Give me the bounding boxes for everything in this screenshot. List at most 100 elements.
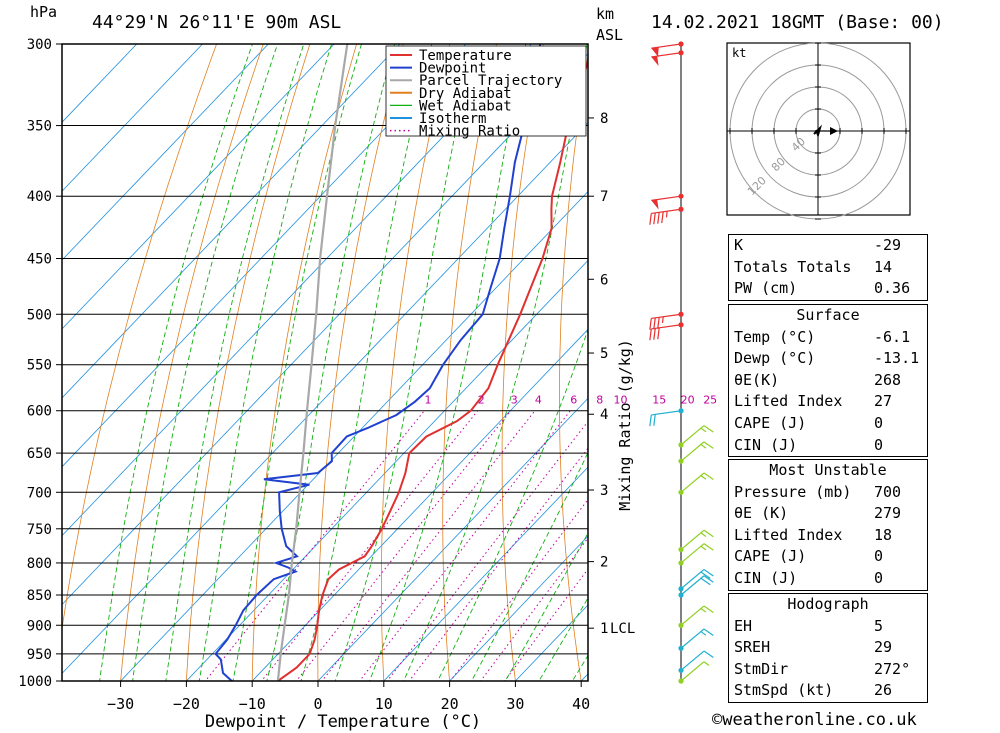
mu-key: Lifted Index bbox=[734, 525, 843, 544]
hodo-row: StmDir 272° bbox=[729, 659, 927, 681]
pressure-tick-label: 850 bbox=[27, 588, 52, 604]
dry-adiabat-line bbox=[501, 44, 544, 681]
surface-value: -13.1 bbox=[874, 349, 920, 368]
wet-adiabat-line bbox=[99, 44, 253, 681]
surface-value: 268 bbox=[874, 370, 902, 389]
wind-barb bbox=[678, 568, 714, 592]
pressure-tick-label: 600 bbox=[27, 404, 52, 420]
wind-barb-feather bbox=[661, 211, 664, 224]
lcl-label: LCL bbox=[610, 621, 635, 637]
hodo-key: SREH bbox=[734, 638, 771, 657]
isotherm-line bbox=[62, 122, 588, 675]
isotherm-line bbox=[449, 535, 588, 681]
hodo-value: 26 bbox=[874, 681, 893, 700]
wet-adiabat-line bbox=[232, 44, 362, 681]
mixing-ratio-axis-label: Mixing Ratio (g/kg) bbox=[616, 339, 634, 511]
index-row: K -29 bbox=[729, 235, 927, 257]
surface-key: CAPE (J) bbox=[734, 413, 807, 432]
mixing-ratio-label: 15 bbox=[652, 393, 666, 406]
mixing-ratio-line bbox=[260, 410, 479, 681]
height-tick-label: 4 bbox=[600, 407, 608, 423]
index-key: K bbox=[734, 236, 744, 254]
wet-adiabat-line bbox=[538, 597, 588, 681]
wind-barb bbox=[678, 661, 710, 684]
wind-barb-feather bbox=[653, 317, 656, 330]
hodograph-unit-label: kt bbox=[732, 46, 746, 60]
wind-barb-half-feather bbox=[703, 661, 710, 666]
mixing-ratio-label: 20 bbox=[681, 393, 695, 406]
height-tick-label: 5 bbox=[600, 346, 608, 362]
surface-key: CIN (J) bbox=[734, 435, 798, 454]
wind-barb-dot bbox=[678, 193, 684, 199]
temperature-tick-label: 10 bbox=[375, 695, 393, 713]
wind-barb-feather bbox=[649, 414, 652, 427]
mu-key: θE (K) bbox=[734, 504, 789, 523]
hodo-value: 29 bbox=[874, 638, 893, 657]
legend-label: Parcel Trajectory bbox=[419, 73, 562, 89]
credit-link[interactable]: ©weatheronline.co.uk bbox=[712, 710, 917, 730]
temperature-tick-label: −10 bbox=[239, 695, 266, 713]
surface-value: -6.1 bbox=[874, 327, 911, 346]
index-key: PW (cm) bbox=[734, 279, 798, 298]
wind-barb-feather bbox=[703, 425, 714, 433]
dry-adiabat-line bbox=[62, 44, 218, 632]
mixing-ratio-line bbox=[358, 410, 571, 681]
dry-adiabat-line bbox=[962, 8, 1000, 707]
wind-barb-shaft bbox=[651, 208, 682, 215]
hodo-key: StmDir bbox=[734, 659, 789, 678]
wind-barb-half-feather bbox=[700, 532, 707, 537]
legend-box bbox=[385, 45, 587, 137]
wind-barb-feather bbox=[703, 543, 714, 551]
pressure-tick-label: 550 bbox=[27, 358, 52, 374]
wind-barb-feather bbox=[703, 628, 714, 636]
wind-barb-shaft bbox=[680, 441, 705, 462]
legend-label: Dewpoint bbox=[419, 61, 486, 77]
height-tick-label: 2 bbox=[600, 555, 608, 571]
hodo-key: EH bbox=[734, 616, 753, 635]
wind-barb-shaft bbox=[651, 410, 682, 416]
mixing-ratio-line bbox=[408, 447, 588, 681]
mixing-ratio-label: 4 bbox=[535, 393, 542, 406]
wind-barb bbox=[649, 206, 684, 225]
wind-barb bbox=[678, 472, 714, 495]
legend-label: Mixing Ratio bbox=[419, 124, 520, 140]
plot-frame bbox=[61, 43, 589, 682]
wind-barb-feather bbox=[703, 472, 714, 480]
storm-motion-arrow-icon bbox=[830, 127, 838, 135]
wind-barb-feather bbox=[700, 577, 711, 586]
pressure-tick-label: 450 bbox=[27, 252, 52, 268]
wind-barb-shaft bbox=[680, 605, 705, 626]
wind-barb bbox=[678, 628, 714, 651]
isotherm-line bbox=[62, 44, 204, 192]
surface-panel: Surface Temp (°C) -6.1 Dewp (°C) -13.1 θE(… bbox=[728, 304, 928, 458]
wind-barb-feather bbox=[653, 328, 656, 340]
mu-value: 18 bbox=[874, 525, 893, 544]
surface-row: Dewp (°C) -13.1 bbox=[729, 348, 927, 370]
hodograph-stats-panel: Hodograph EH 5 SREH 29 StmDir 272° StmSpd (… bbox=[728, 593, 928, 703]
height-tick-label: 1 bbox=[600, 621, 608, 637]
dry-adiabat-line bbox=[916, 8, 1000, 707]
wind-barb bbox=[649, 322, 684, 341]
wind-barb-feather bbox=[649, 328, 652, 341]
wind-barb bbox=[651, 41, 684, 58]
surface-key: Temp (°C) bbox=[734, 327, 816, 346]
mixing-ratio-label: 25 bbox=[703, 393, 717, 406]
mu-row: Pressure (mb) 700 bbox=[729, 482, 927, 504]
x-axis-label: Dewpoint / Temperature (°C) bbox=[205, 712, 481, 732]
index-row: PW (cm) 0.36 bbox=[729, 278, 927, 300]
legend-label: Temperature bbox=[419, 48, 512, 64]
surface-value: 0 bbox=[874, 413, 884, 432]
surface-key: Dewp (°C) bbox=[734, 349, 816, 368]
legend-label: Wet Adiabat bbox=[419, 98, 512, 114]
wet-adiabat-line bbox=[334, 44, 476, 681]
wind-barb-shaft bbox=[651, 313, 682, 320]
wind-barb-feather bbox=[703, 441, 714, 449]
temperature-tick-label: 40 bbox=[572, 695, 590, 713]
wind-barb bbox=[678, 605, 714, 628]
parcel-trajectory-line bbox=[276, 44, 349, 681]
asl-unit-label: ASL bbox=[596, 26, 624, 44]
wind-barb-shaft bbox=[680, 569, 705, 590]
wind-barb-half-feather bbox=[700, 631, 707, 636]
hpa-unit-label: hPa bbox=[30, 3, 58, 21]
index-key: Totals Totals bbox=[734, 257, 852, 276]
